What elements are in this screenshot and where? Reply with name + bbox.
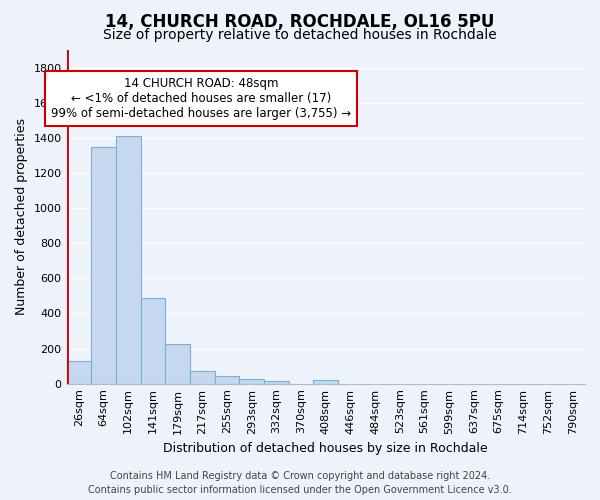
Text: Size of property relative to detached houses in Rochdale: Size of property relative to detached ho… <box>103 28 497 42</box>
Text: 14, CHURCH ROAD, ROCHDALE, OL16 5PU: 14, CHURCH ROAD, ROCHDALE, OL16 5PU <box>106 12 494 30</box>
Bar <box>215 376 239 384</box>
Y-axis label: Number of detached properties: Number of detached properties <box>15 118 28 316</box>
X-axis label: Distribution of detached houses by size in Rochdale: Distribution of detached houses by size … <box>163 442 488 455</box>
Bar <box>264 381 289 384</box>
Bar <box>91 146 116 384</box>
Bar <box>190 370 215 384</box>
Text: Contains HM Land Registry data © Crown copyright and database right 2024.
Contai: Contains HM Land Registry data © Crown c… <box>88 471 512 495</box>
Bar <box>140 298 165 384</box>
Bar <box>313 380 338 384</box>
Bar <box>67 361 91 384</box>
Bar <box>116 136 140 384</box>
Bar <box>239 379 264 384</box>
Bar <box>165 344 190 384</box>
Text: 14 CHURCH ROAD: 48sqm
← <1% of detached houses are smaller (17)
99% of semi-deta: 14 CHURCH ROAD: 48sqm ← <1% of detached … <box>51 76 352 120</box>
